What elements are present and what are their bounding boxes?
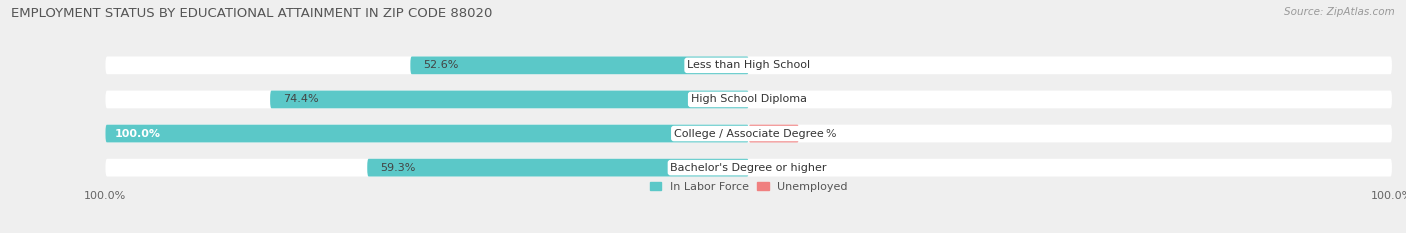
Text: Bachelor's Degree or higher: Bachelor's Degree or higher — [671, 163, 827, 173]
Text: 59.3%: 59.3% — [380, 163, 416, 173]
FancyBboxPatch shape — [105, 56, 1392, 74]
FancyBboxPatch shape — [411, 56, 749, 74]
Text: 100.0%: 100.0% — [115, 129, 162, 139]
FancyBboxPatch shape — [105, 159, 1392, 177]
Text: 7.8%: 7.8% — [808, 129, 837, 139]
FancyBboxPatch shape — [105, 125, 749, 142]
Text: Source: ZipAtlas.com: Source: ZipAtlas.com — [1284, 7, 1395, 17]
Text: 0.0%: 0.0% — [758, 163, 786, 173]
Text: 0.0%: 0.0% — [758, 94, 786, 104]
Text: 52.6%: 52.6% — [423, 60, 458, 70]
Text: High School Diploma: High School Diploma — [690, 94, 807, 104]
Legend: In Labor Force, Unemployed: In Labor Force, Unemployed — [650, 182, 848, 192]
Text: EMPLOYMENT STATUS BY EDUCATIONAL ATTAINMENT IN ZIP CODE 88020: EMPLOYMENT STATUS BY EDUCATIONAL ATTAINM… — [11, 7, 492, 20]
FancyBboxPatch shape — [749, 125, 799, 142]
Text: Less than High School: Less than High School — [688, 60, 810, 70]
Text: College / Associate Degree: College / Associate Degree — [673, 129, 824, 139]
Text: 74.4%: 74.4% — [283, 94, 319, 104]
FancyBboxPatch shape — [105, 91, 1392, 108]
FancyBboxPatch shape — [105, 125, 1392, 142]
FancyBboxPatch shape — [270, 91, 749, 108]
Text: 0.0%: 0.0% — [758, 60, 786, 70]
FancyBboxPatch shape — [367, 159, 749, 177]
